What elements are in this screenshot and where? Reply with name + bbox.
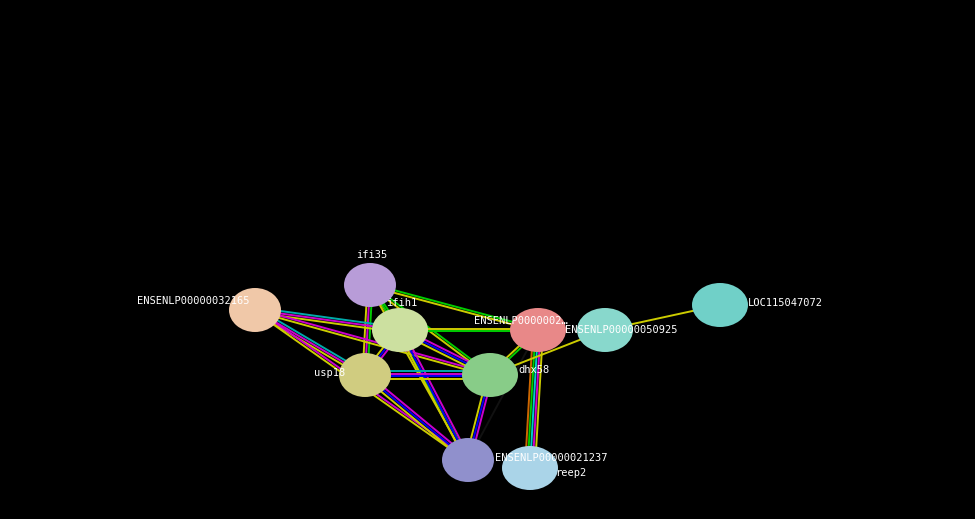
Text: ifi35: ifi35 (357, 250, 388, 260)
Text: dhx58: dhx58 (518, 365, 549, 375)
Text: ENSENLP00000032165: ENSENLP00000032165 (137, 296, 250, 306)
Ellipse shape (462, 353, 518, 397)
Ellipse shape (339, 353, 391, 397)
Text: ENSENLP00000021237: ENSENLP00000021237 (495, 453, 607, 463)
Ellipse shape (510, 308, 566, 352)
Ellipse shape (692, 283, 748, 327)
Ellipse shape (577, 308, 633, 352)
Text: LOC115047072: LOC115047072 (748, 298, 823, 308)
Text: ENSENLP00000050925: ENSENLP00000050925 (565, 325, 678, 335)
Text: usp18: usp18 (314, 368, 345, 378)
Text: reep2: reep2 (555, 468, 586, 478)
Text: ifih1: ifih1 (386, 298, 417, 308)
Ellipse shape (229, 288, 281, 332)
Ellipse shape (442, 438, 494, 482)
Ellipse shape (344, 263, 396, 307)
Ellipse shape (502, 446, 558, 490)
Ellipse shape (372, 308, 428, 352)
Text: ENSENLP0000002…: ENSENLP0000002… (474, 316, 568, 326)
